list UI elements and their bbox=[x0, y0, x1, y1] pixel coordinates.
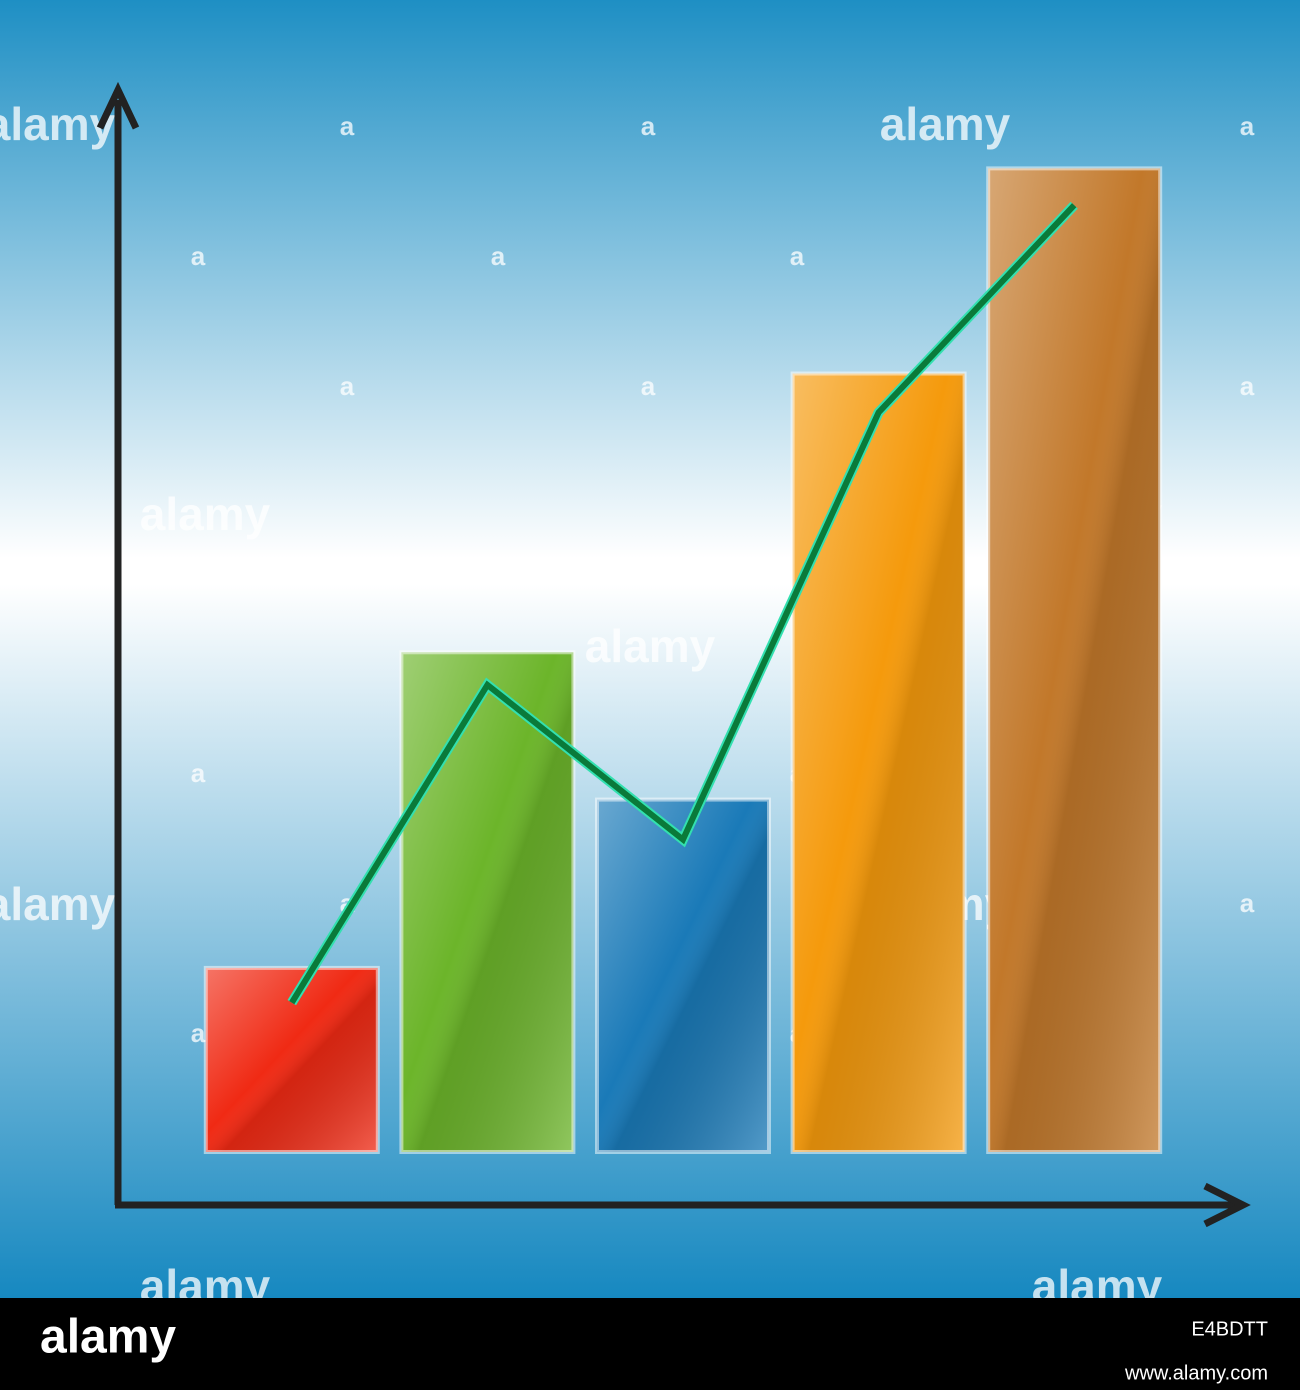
footer-url: www.alamy.com bbox=[1124, 1362, 1268, 1384]
watermark-small: a bbox=[191, 758, 206, 788]
watermark-small: a bbox=[491, 241, 506, 271]
watermark-small: a bbox=[340, 371, 355, 401]
watermark: alamy bbox=[140, 488, 271, 540]
watermark-small: a bbox=[1240, 371, 1255, 401]
x-axis-arrow bbox=[1203, 1182, 1251, 1228]
bar-shine bbox=[595, 797, 771, 1155]
watermark-small: a bbox=[1240, 888, 1255, 918]
line bbox=[289, 203, 1077, 1005]
bar-shine bbox=[986, 166, 1163, 1154]
watermark-small: a bbox=[191, 1018, 206, 1048]
bar-shine bbox=[790, 371, 967, 1154]
watermark-small: a bbox=[340, 111, 355, 141]
bar-shine bbox=[203, 965, 380, 1155]
image-id: E4BDTT bbox=[1191, 1318, 1268, 1340]
footer-logo: alamy bbox=[40, 1311, 176, 1364]
watermark: alamy bbox=[880, 98, 1011, 150]
y-axis-arrow bbox=[96, 81, 140, 130]
watermark: alamy bbox=[585, 620, 716, 672]
watermark-small: a bbox=[1240, 111, 1255, 141]
watermark-small: a bbox=[790, 241, 805, 271]
plot bbox=[203, 166, 1163, 1155]
watermark: alamy bbox=[0, 98, 116, 150]
watermark-small: a bbox=[641, 111, 656, 141]
footer bbox=[0, 1298, 1300, 1390]
watermark-small: a bbox=[641, 371, 656, 401]
watermark-small: a bbox=[191, 241, 206, 271]
bar-shine bbox=[399, 650, 576, 1154]
watermark: alamy bbox=[0, 878, 116, 930]
